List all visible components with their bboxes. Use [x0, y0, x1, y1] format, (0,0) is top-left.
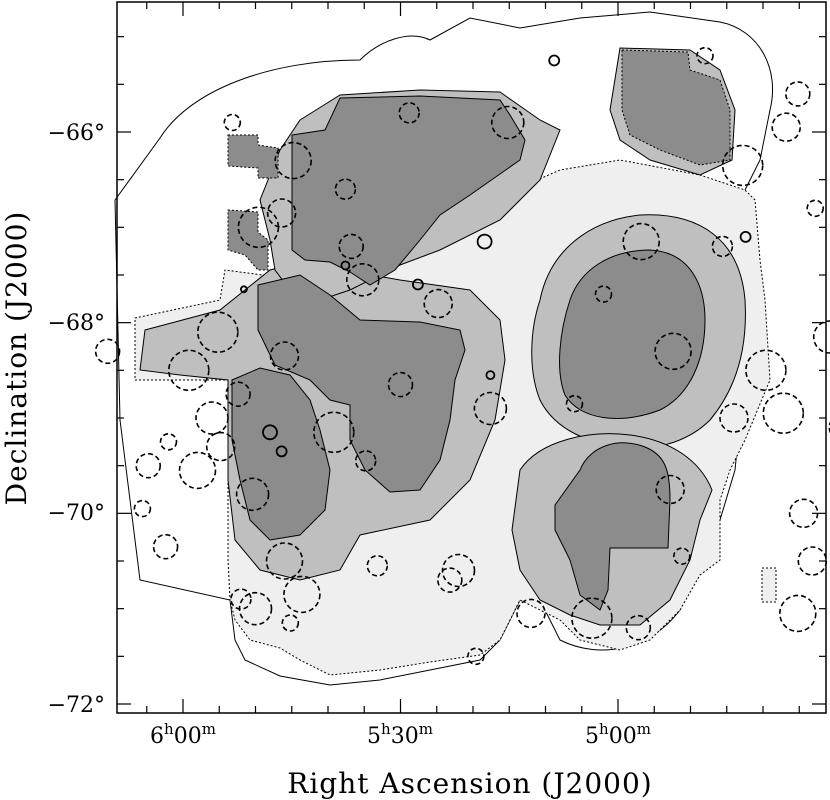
dashed-circle-marker [152, 533, 179, 560]
dashed-circle-marker [423, 288, 454, 319]
dashed-circle-marker [312, 411, 355, 454]
dashed-circle-marker [283, 575, 321, 614]
dashed-circle-marker [230, 588, 252, 610]
dashed-circle-marker [225, 381, 251, 408]
dashed-circle-marker [334, 178, 357, 200]
dashed-circle-marker [237, 206, 280, 249]
dashed-circle-marker [94, 338, 121, 365]
dashed-circle-marker [238, 591, 273, 626]
dashed-circle-marker [516, 598, 546, 629]
dashed-circle-marker [387, 371, 414, 398]
points-layer [94, 46, 830, 666]
dashed-circle-marker [436, 567, 463, 593]
dashed-circle-marker [806, 199, 825, 218]
dashed-circle-marker [354, 450, 377, 472]
solid-circle-marker [739, 230, 752, 243]
dashed-circle-marker [223, 113, 242, 132]
x-tick-label: 6h00m [150, 720, 216, 749]
dashed-circle-marker [197, 311, 239, 354]
dashed-circle-marker [235, 477, 270, 512]
coverage-regions [114, 11, 777, 686]
dashed-circle-marker [269, 341, 300, 371]
y-axis-title: Declination (J2000) [0, 211, 33, 506]
dashed-circle-marker [366, 554, 389, 577]
plot-frame [116, 1, 827, 714]
dashed-circle-marker [266, 198, 297, 228]
dashed-circle-marker [265, 542, 304, 580]
dashed-circle-marker [655, 474, 686, 505]
y-tick-label: −72° [48, 693, 105, 718]
dark-coverage-north [291, 95, 526, 286]
dashed-circle-marker [711, 235, 734, 258]
dashed-circle-marker [473, 391, 508, 426]
dashed-circle-marker [696, 46, 714, 65]
dark-coverage-central [257, 274, 466, 493]
dashed-circle-marker [654, 332, 692, 371]
x-tick-label: 5h00m [585, 720, 651, 749]
dashed-circle-marker [168, 349, 210, 392]
dashed-circle-marker [195, 401, 229, 435]
dashed-circle-marker [762, 392, 805, 435]
dashed-circle-marker [274, 141, 313, 180]
dashed-circle-marker [345, 262, 380, 297]
x-axis-title: Right Ascension (J2000) [287, 767, 652, 800]
solid-circle-marker [548, 54, 561, 67]
dashed-circle-marker [467, 647, 485, 666]
dashed-circle-marker [565, 394, 584, 413]
dashed-circle-marker [205, 431, 236, 462]
y-tick-label: −70° [48, 501, 105, 526]
dashed-circle-marker [622, 222, 661, 261]
dashed-circle-marker [178, 451, 217, 490]
dashed-circle-marker [719, 403, 749, 433]
dark-coverage-south [554, 442, 671, 611]
dashed-circle-marker [812, 320, 830, 354]
dark-coverage-southwest [231, 367, 331, 541]
dashed-circle-marker [745, 349, 787, 392]
dashed-circle-marker [135, 452, 161, 479]
solid-circle-marker [239, 285, 248, 294]
solid-circle-marker [340, 260, 351, 271]
dashed-circle-marker [594, 285, 613, 303]
dashed-circle-marker [490, 105, 525, 140]
dashed-circle-marker [721, 144, 764, 187]
solid-circle-marker [262, 424, 278, 441]
dashed-circle-marker [778, 594, 817, 633]
dashed-circle-marker [672, 547, 691, 566]
solid-circle-marker [275, 445, 288, 458]
dashed-circle-marker [133, 499, 152, 518]
dark-coverage-northeast [621, 49, 731, 166]
solid-circle-marker [485, 370, 496, 381]
dashed-circle-marker [571, 597, 613, 640]
dark-coverage-northwest-a [227, 134, 279, 179]
dashed-circle-marker [338, 233, 365, 260]
dashed-circle-marker [625, 614, 652, 641]
y-tick-label: −66° [48, 121, 105, 146]
dashed-circle-marker [771, 112, 802, 142]
solid-circle-marker [411, 278, 424, 291]
dashed-circle-marker [784, 81, 811, 107]
y-tick-label: −68° [48, 311, 105, 336]
small-coverage-patch [761, 567, 777, 603]
dashed-circle-marker [159, 432, 178, 451]
x-tick-label: 5h30m [367, 720, 433, 749]
dashed-circle-marker [398, 102, 421, 124]
solid-circle-marker [476, 233, 493, 250]
ticks-layer [117, 2, 826, 713]
dashed-circle-marker [281, 614, 300, 632]
